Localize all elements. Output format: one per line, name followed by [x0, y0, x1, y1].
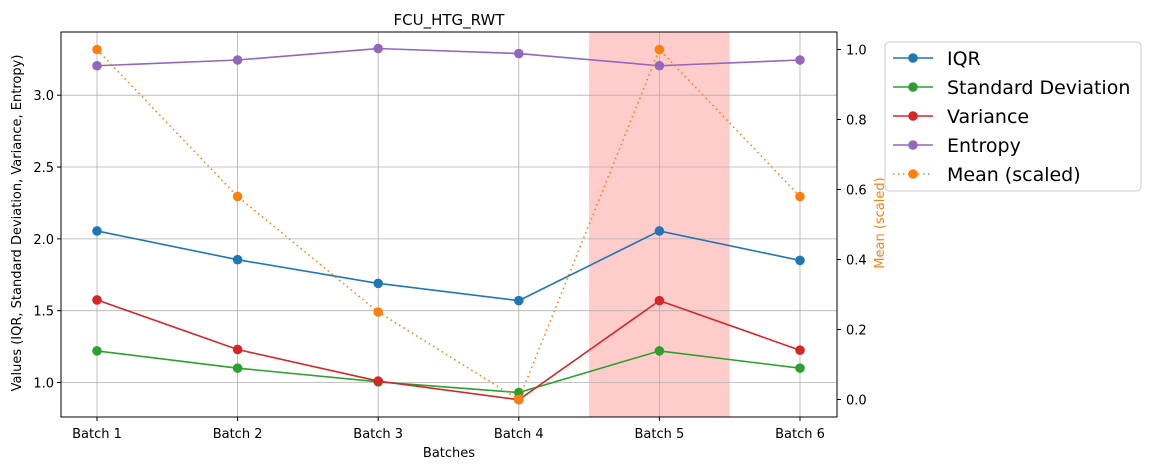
y-tick-label: 2.0 — [33, 233, 54, 248]
y2-tick-label: 0.2 — [846, 324, 867, 339]
series-line-standard-deviation — [96, 350, 801, 394]
data-point-iqr — [514, 295, 524, 306]
y2-tick-label: 0.6 — [846, 184, 867, 199]
data-point-entropy — [92, 60, 102, 71]
legend-label-entropy: Entropy — [947, 135, 1021, 157]
x-tick-label: Batch 5 — [635, 427, 685, 442]
data-point-mean-scaled — [514, 394, 524, 405]
data-point-entropy — [232, 55, 243, 65]
chart-title: FCU_HTG_RWT — [394, 11, 506, 30]
data-point-entropy — [795, 55, 805, 65]
legend-label-iqr: IQR — [947, 48, 981, 70]
grid-layer — [61, 32, 837, 417]
x-tick-label: Batch 2 — [213, 427, 263, 442]
y-tick-label: 3.0 — [33, 89, 54, 104]
data-point-iqr — [232, 254, 243, 265]
data-point-mean-scaled — [654, 44, 665, 55]
y2-axis-title: Mean (scaled) — [873, 177, 888, 268]
data-point-variance — [92, 295, 102, 305]
y-tick-label: 2.5 — [33, 161, 54, 176]
legend-marker-variance — [908, 111, 918, 121]
y-tick-label: 1.5 — [33, 305, 54, 320]
data-point-mean-scaled — [232, 191, 243, 202]
plot-frame — [60, 31, 838, 418]
data-point-variance — [795, 345, 805, 355]
y2-tick-label: 0.4 — [846, 254, 867, 269]
data-point-entropy — [373, 43, 384, 54]
data-point-variance — [373, 376, 384, 386]
data-point-iqr — [795, 255, 805, 266]
data-point-variance — [232, 344, 243, 355]
data-point-standard-deviation — [232, 363, 243, 373]
legend: IQR Standard Deviation Variance Entropy Mean… — [884, 41, 1142, 192]
y-axis-title: Values (IQR, Standard Deviation, Varianc… — [10, 55, 25, 392]
series-line-entropy — [96, 47, 801, 67]
y2-tick-label: 0.0 — [846, 394, 867, 409]
data-point-entropy — [514, 48, 524, 59]
legend-box — [884, 41, 1142, 192]
legend-label-mean-scaled: Mean (scaled) — [947, 164, 1081, 186]
data-point-iqr — [92, 226, 102, 236]
series-line-iqr — [96, 230, 801, 302]
x-tick-label: Batch 3 — [353, 427, 403, 442]
data-point-mean-scaled — [795, 191, 805, 202]
x-tick-label: Batch 6 — [775, 427, 825, 442]
data-point-standard-deviation — [92, 346, 102, 356]
legend-label-standard-deviation: Standard Deviation — [947, 77, 1130, 99]
data-point-iqr — [654, 226, 665, 236]
legend-marker-standard-deviation — [908, 82, 918, 92]
legend-marker-iqr — [908, 53, 918, 63]
y2-tick-label: 0.8 — [846, 114, 867, 129]
axis-layer: Batch 1 Batch 2 Batch 3 Batch 4 Batch 5 Batch… — [33, 44, 866, 443]
data-point-entropy — [654, 60, 665, 71]
series-line-variance — [96, 299, 801, 401]
data-point-standard-deviation — [795, 363, 805, 373]
data-point-variance — [654, 295, 665, 306]
y2-tick-label: 1.0 — [846, 44, 867, 59]
legend-marker-mean-scaled — [908, 169, 918, 179]
x-tick-label: Batch 4 — [494, 427, 544, 442]
data-point-mean-scaled — [373, 307, 384, 317]
y-tick-label: 1.0 — [33, 377, 54, 392]
legend-label-variance: Variance — [947, 106, 1029, 128]
x-axis-title: Batches — [423, 446, 475, 461]
data-point-iqr — [373, 278, 384, 289]
data-point-mean-scaled — [92, 44, 102, 55]
data-point-standard-deviation — [654, 346, 665, 356]
x-tick-label: Batch 1 — [72, 427, 122, 442]
legend-marker-entropy — [908, 140, 918, 150]
series-layer — [92, 43, 805, 405]
